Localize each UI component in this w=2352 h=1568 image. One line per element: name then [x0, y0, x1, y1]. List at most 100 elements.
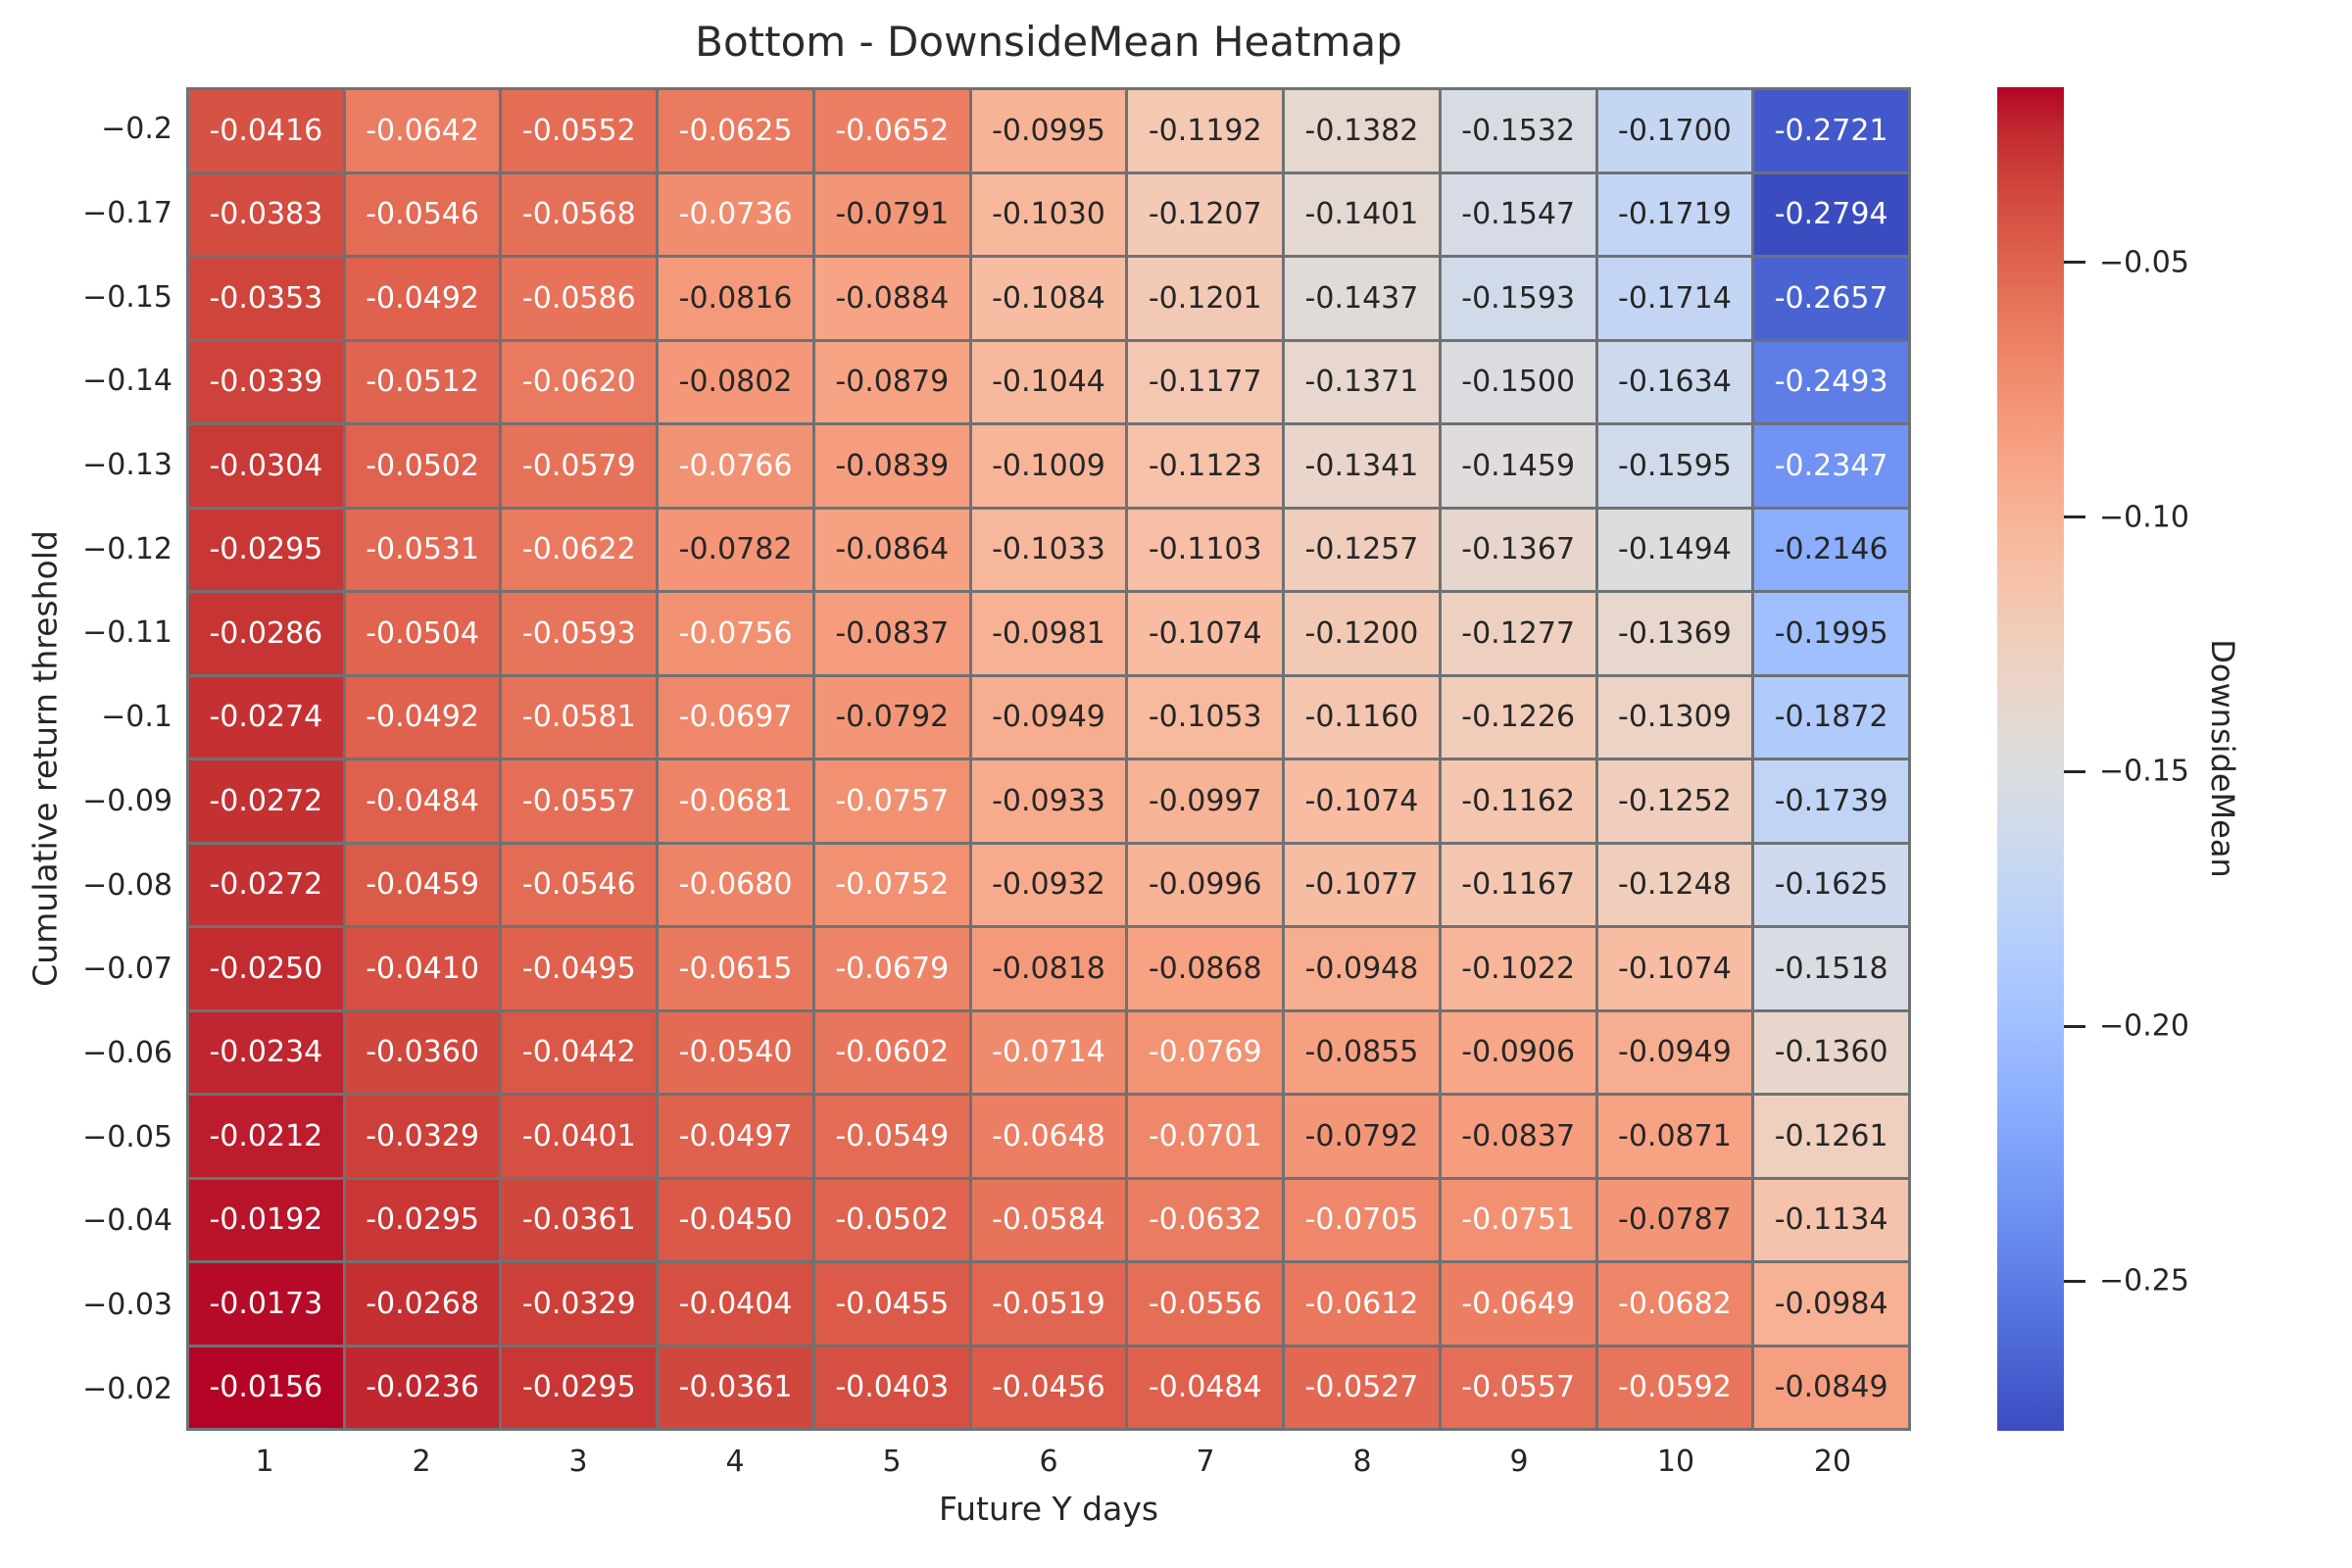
x-tick-label: 4: [725, 1445, 745, 1479]
heatmap-cell: -0.0757: [814, 760, 969, 842]
x-tick-label: 6: [1039, 1445, 1058, 1479]
heatmap-cell: -0.0504: [345, 593, 500, 674]
heatmap-cell: -0.1192: [1128, 90, 1283, 172]
heatmap-cell: -0.0933: [971, 760, 1126, 842]
heatmap-cell: -0.0625: [659, 90, 812, 172]
heatmap-cell: -0.0752: [814, 844, 969, 925]
heatmap-cell: -0.0455: [814, 1263, 969, 1345]
heatmap-cell: -0.0456: [971, 1347, 1126, 1428]
heatmap-cell: -0.1030: [971, 173, 1126, 255]
heatmap-cell: -0.0714: [971, 1011, 1126, 1093]
heatmap-cell: -0.1044: [971, 341, 1126, 422]
heatmap-cell: -0.0531: [345, 509, 500, 590]
colorbar-tick-label: −0.25: [2099, 1263, 2189, 1298]
heatmap-cell: -0.1200: [1285, 593, 1439, 674]
heatmap-cell: -0.1134: [1754, 1179, 1908, 1260]
heatmap-cell: -0.0756: [659, 593, 812, 674]
heatmap-cell: -0.1341: [1285, 425, 1439, 507]
heatmap-cell: -0.0949: [1597, 1011, 1752, 1093]
heatmap-cell: -0.1547: [1441, 173, 1595, 255]
heatmap-cell: -0.1360: [1754, 1011, 1908, 1093]
heatmap-cell: -0.0769: [1128, 1011, 1283, 1093]
heatmap-cell: -0.0549: [814, 1096, 969, 1177]
heatmap-cell: -0.0557: [502, 760, 657, 842]
heatmap-cell: -0.0581: [502, 676, 657, 758]
heatmap-cell: -0.1123: [1128, 425, 1283, 507]
heatmap-cell: -0.0404: [659, 1263, 812, 1345]
x-tick-label: 9: [1509, 1445, 1529, 1479]
y-tick-label: −0.11: [82, 615, 172, 651]
colorbar-tick-label: −0.20: [2099, 1008, 2189, 1044]
heatmap-cell: -0.1700: [1597, 90, 1752, 172]
heatmap-cell: -0.0295: [502, 1347, 657, 1428]
heatmap-cell: -0.1995: [1754, 593, 1908, 674]
heatmap-cell: -0.1309: [1597, 676, 1752, 758]
y-tick-label: −0.1: [101, 700, 172, 735]
heatmap-cell: -0.0173: [189, 1263, 343, 1345]
colorbar-gradient: [1997, 87, 2064, 1431]
heatmap-cell: -0.0361: [659, 1347, 812, 1428]
heatmap-cell: -0.0632: [1128, 1179, 1283, 1260]
heatmap-cell: -0.1053: [1128, 676, 1283, 758]
heatmap-cell: -0.1872: [1754, 676, 1908, 758]
heatmap-cell: -0.0495: [502, 928, 657, 1009]
heatmap-cell: -0.0932: [971, 844, 1126, 925]
heatmap-cell: -0.0679: [814, 928, 969, 1009]
heatmap-cell: -0.1074: [1285, 760, 1439, 842]
heatmap-cell: -0.0329: [345, 1096, 500, 1177]
heatmap-cell: -0.0286: [189, 593, 343, 674]
heatmap-cell: -0.0410: [345, 928, 500, 1009]
heatmap-cell: -0.0837: [814, 593, 969, 674]
heatmap-cell: -0.0995: [971, 90, 1126, 172]
heatmap-cell: -0.0552: [502, 90, 657, 172]
heatmap-cell: -0.0612: [1285, 1263, 1439, 1345]
heatmap-cell: -0.0751: [1441, 1179, 1595, 1260]
heatmap-cell: -0.0697: [659, 676, 812, 758]
heatmap-cell: -0.0497: [659, 1096, 812, 1177]
heatmap-cell: -0.0502: [814, 1179, 969, 1260]
heatmap-cell: -0.2146: [1754, 509, 1908, 590]
heatmap-cell: -0.0512: [345, 341, 500, 422]
heatmap-cell: -0.0557: [1441, 1347, 1595, 1428]
heatmap-cell: -0.1277: [1441, 593, 1595, 674]
heatmap-cell: -0.2721: [1754, 90, 1908, 172]
y-tick-label: −0.02: [82, 1371, 172, 1406]
heatmap-cell: -0.1257: [1285, 509, 1439, 590]
heatmap-cell: -0.1369: [1597, 593, 1752, 674]
heatmap-cell: -0.0766: [659, 425, 812, 507]
heatmap-cell: -0.0401: [502, 1096, 657, 1177]
heatmap-cell: -0.0680: [659, 844, 812, 925]
heatmap-cell: -0.0620: [502, 341, 657, 422]
heatmap-cell: -0.0791: [814, 173, 969, 255]
heatmap-cell: -0.1401: [1285, 173, 1439, 255]
colorbar-tick-label: −0.15: [2099, 754, 2189, 789]
heatmap-cell: -0.0855: [1285, 1011, 1439, 1093]
y-axis-label: Cumulative return threshold: [25, 530, 65, 987]
heatmap-cell: -0.0681: [659, 760, 812, 842]
heatmap-cell: -0.0736: [659, 173, 812, 255]
heatmap-cell: -0.2657: [1754, 258, 1908, 339]
heatmap-cell: -0.0268: [345, 1263, 500, 1345]
heatmap-cell: -0.0272: [189, 760, 343, 842]
heatmap-cell: -0.1739: [1754, 760, 1908, 842]
x-tick-label: 5: [882, 1445, 902, 1479]
chart-title: Bottom - DownsideMean Heatmap: [695, 18, 1402, 66]
heatmap-cell: -0.0234: [189, 1011, 343, 1093]
heatmap-cell: -0.0682: [1597, 1263, 1752, 1345]
heatmap-cell: -0.0879: [814, 341, 969, 422]
heatmap-cell: -0.0519: [971, 1263, 1126, 1345]
heatmap-cell: -0.0615: [659, 928, 812, 1009]
heatmap-cell: -0.0649: [1441, 1263, 1595, 1345]
heatmap-cell: -0.0996: [1128, 844, 1283, 925]
heatmap-cell: -0.0492: [345, 258, 500, 339]
heatmap-cell: -0.0450: [659, 1179, 812, 1260]
heatmap-cell: -0.1248: [1597, 844, 1752, 925]
heatmap-cell: -0.0329: [502, 1263, 657, 1345]
heatmap-cell: -0.0361: [502, 1179, 657, 1260]
heatmap-cell: -0.1201: [1128, 258, 1283, 339]
heatmap-cell: -0.1074: [1597, 928, 1752, 1009]
y-tick-label: −0.05: [82, 1119, 172, 1154]
heatmap-cell: -0.0584: [971, 1179, 1126, 1260]
heatmap-cell: -0.0837: [1441, 1096, 1595, 1177]
x-tick-label: 3: [568, 1445, 588, 1479]
